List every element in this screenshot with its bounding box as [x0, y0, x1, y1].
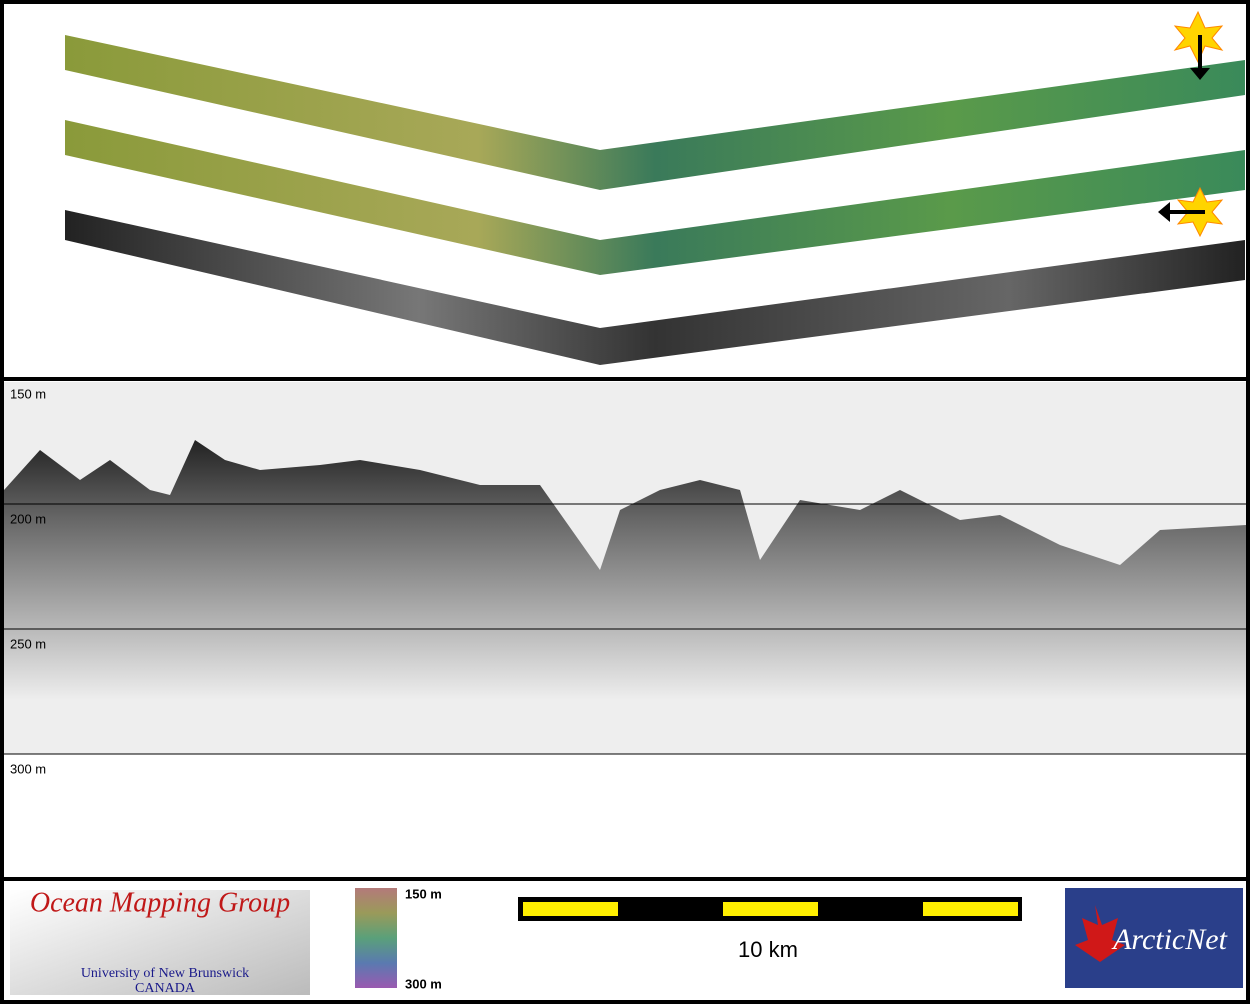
- logo-text: University of New Brunswick: [81, 966, 249, 981]
- legend-label: 300 m: [405, 976, 442, 991]
- arrow-head: [1158, 202, 1170, 222]
- logo-text: CANADA: [135, 981, 196, 996]
- maple-leaf: [1075, 905, 1125, 962]
- depth-label: 200 m: [10, 511, 46, 526]
- depth-label: 250 m: [10, 636, 46, 651]
- swath: [65, 120, 1245, 275]
- omg-logo: [10, 890, 310, 995]
- scale-segment: [523, 902, 618, 916]
- scale-segment: [723, 902, 818, 916]
- logo-text: ArcticNet: [1111, 923, 1228, 956]
- depth-label: 150 m: [10, 386, 46, 401]
- legend-label: 150 m: [405, 886, 442, 901]
- arrow-head: [1190, 68, 1210, 80]
- swath: [65, 210, 1245, 365]
- swath: [65, 35, 1245, 190]
- logo-text: Ocean Mapping Group: [30, 887, 290, 918]
- color-bar: [355, 888, 397, 988]
- scale-segment: [923, 902, 1018, 916]
- scale-label: 10 km: [738, 937, 798, 962]
- depth-label: 300 m: [10, 761, 46, 776]
- seabed-echo: [4, 440, 1246, 700]
